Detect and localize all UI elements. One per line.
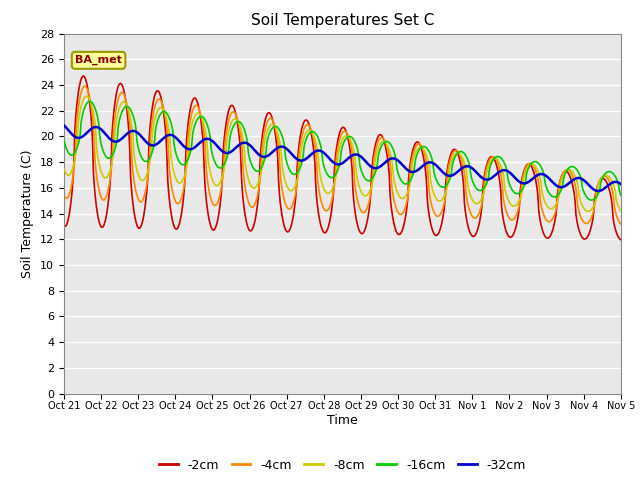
Title: Soil Temperatures Set C: Soil Temperatures Set C <box>251 13 434 28</box>
X-axis label: Time: Time <box>327 414 358 427</box>
Y-axis label: Soil Temperature (C): Soil Temperature (C) <box>22 149 35 278</box>
Text: BA_met: BA_met <box>75 55 122 65</box>
Legend: -2cm, -4cm, -8cm, -16cm, -32cm: -2cm, -4cm, -8cm, -16cm, -32cm <box>154 454 531 477</box>
